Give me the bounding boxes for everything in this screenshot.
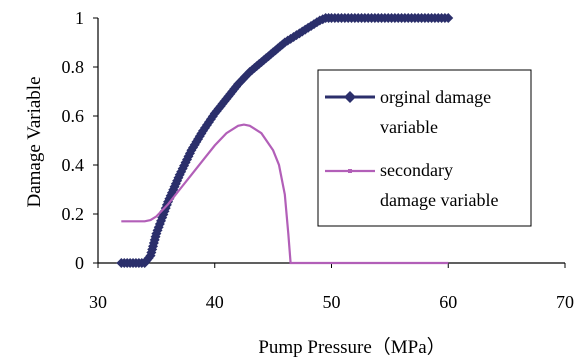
y-tick-label: 1 bbox=[75, 8, 84, 28]
x-axis-title: Pump Pressure（MPa） bbox=[258, 336, 445, 358]
x-tick-label: 70 bbox=[556, 292, 574, 312]
legend-label-1-cont: variable bbox=[380, 117, 438, 137]
x-tick-label: 30 bbox=[89, 292, 107, 312]
y-axis-title: Damage Variable bbox=[24, 76, 45, 207]
legend-marker-2 bbox=[348, 169, 352, 173]
y-tick-label: 0 bbox=[75, 253, 84, 273]
x-tick-label: 50 bbox=[323, 292, 341, 312]
series-layer bbox=[116, 13, 454, 268]
legend-marker-1 bbox=[344, 91, 356, 103]
legend-label-2: secondary bbox=[380, 160, 453, 180]
y-tick-label: 0.4 bbox=[62, 155, 85, 175]
y-tick-label: 0.6 bbox=[62, 106, 85, 126]
series-1-marker bbox=[443, 13, 454, 23]
x-ticks: 30 40 50 60 70 bbox=[89, 263, 574, 312]
y-tick-label: 0.2 bbox=[62, 204, 85, 224]
legend: orginal damage variable secondary damage va… bbox=[317, 69, 532, 227]
y-ticks: 0 0.2 0.4 0.6 0.8 1 bbox=[62, 8, 98, 273]
series-line-2 bbox=[121, 123, 449, 265]
x-tick-label: 60 bbox=[439, 292, 457, 312]
y-tick-label: 0.8 bbox=[62, 57, 85, 77]
plot-area: 30 40 50 60 70 0 0.2 0.4 0.6 0.8 1 bbox=[62, 8, 575, 312]
legend-label-1: orginal damage bbox=[380, 87, 491, 107]
legend-label-2-cont: damage variable bbox=[380, 190, 498, 210]
x-tick-label: 40 bbox=[206, 292, 224, 312]
